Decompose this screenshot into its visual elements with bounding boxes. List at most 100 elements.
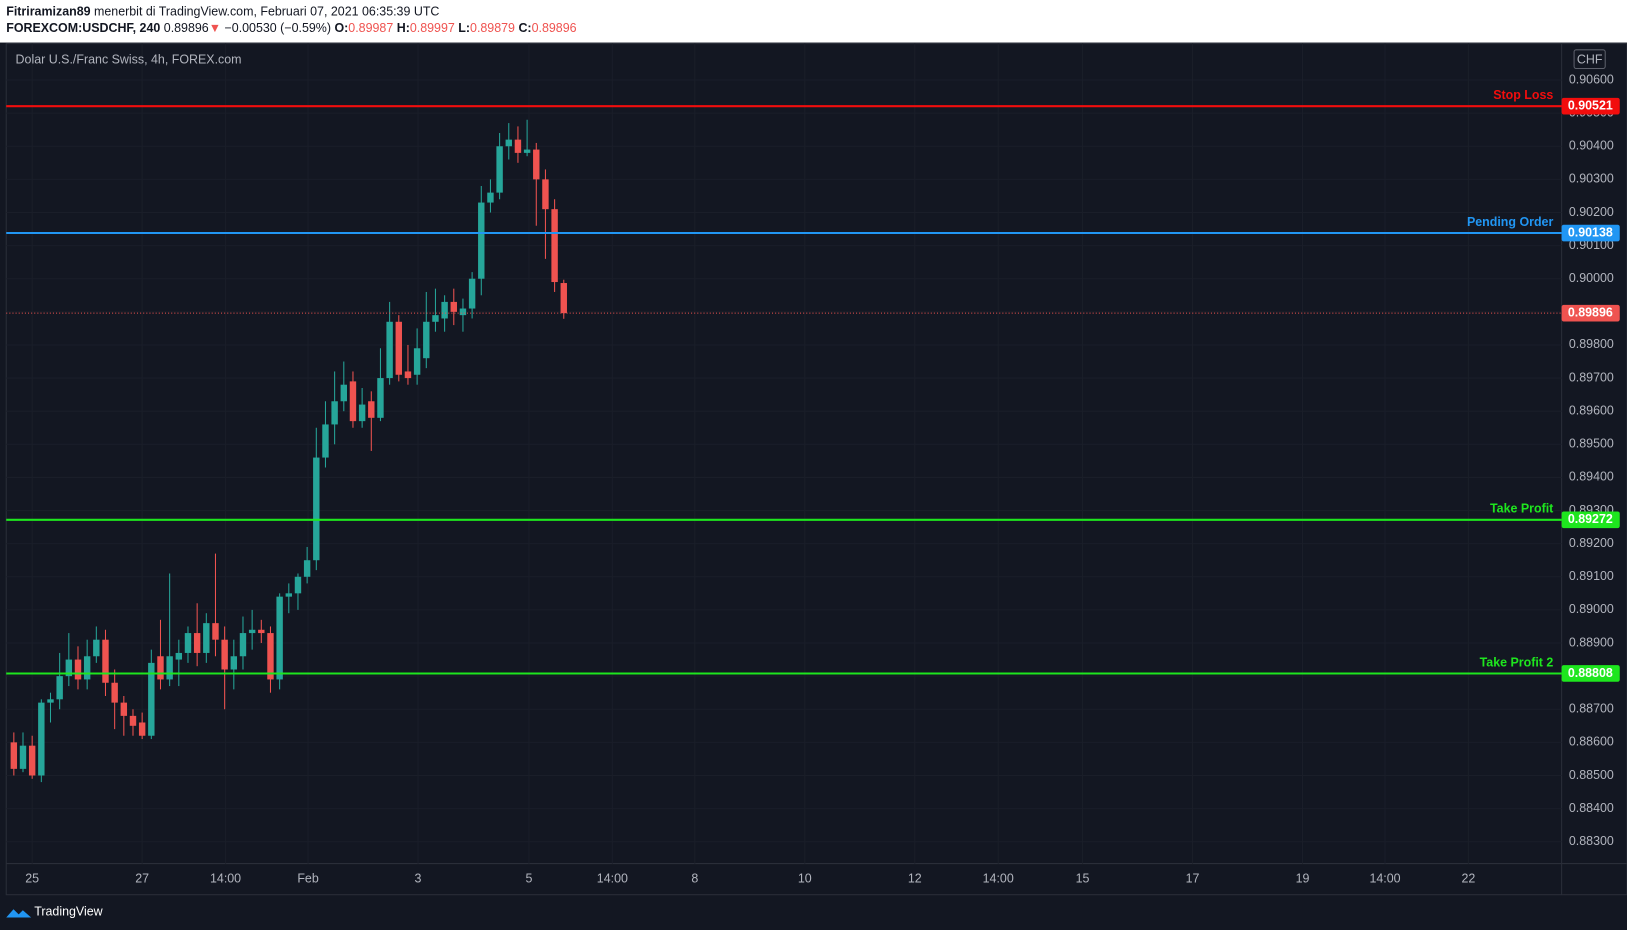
candle-body — [478, 202, 485, 279]
y-tick-label: 0.89600 — [1569, 403, 1614, 417]
candle-body — [111, 682, 118, 703]
y-tick-label: 0.89500 — [1569, 437, 1614, 451]
candle-body — [120, 702, 128, 716]
candle-body — [542, 179, 549, 210]
y-tick-label: 0.90100 — [1569, 238, 1614, 252]
last-price: 0.89896 — [164, 21, 209, 35]
candle-body — [523, 149, 531, 153]
candle-body — [423, 321, 430, 359]
candle-body — [285, 593, 293, 597]
publisher: Fitriramizan89 — [6, 5, 90, 19]
candle-body — [28, 745, 36, 776]
x-tick-label: 15 — [1076, 871, 1090, 885]
y-tick-label: 0.89800 — [1569, 337, 1614, 351]
candle-body — [230, 656, 238, 670]
x-tick-label: 5 — [525, 871, 532, 885]
ohlc-value: 0.89879 — [470, 21, 515, 35]
candle-body — [377, 378, 384, 418]
candle-body — [19, 745, 27, 769]
x-tick-label: 14:00 — [1369, 871, 1400, 885]
candle-body — [193, 633, 201, 653]
y-tick-label: 0.88300 — [1569, 834, 1614, 848]
candle-body — [441, 301, 448, 319]
x-tick-label: 27 — [135, 871, 149, 885]
y-tick-label: 0.89000 — [1569, 602, 1614, 616]
x-tick-label: 25 — [25, 871, 39, 885]
candle-body — [47, 699, 54, 703]
candle-body — [496, 146, 503, 193]
symbol-line: FOREXCOM:USDCHF, 240 0.89896▼ −0.00530 (… — [6, 21, 576, 35]
ohlc-label: O: — [334, 21, 348, 35]
candle-body — [129, 715, 137, 726]
candle-body — [349, 381, 357, 422]
candle-body — [38, 702, 45, 776]
candle-body — [358, 404, 366, 422]
last-price-label: 0.89896 — [1568, 305, 1613, 319]
down-arrow: ▼ — [209, 21, 221, 35]
currency: CHF — [1577, 52, 1603, 66]
x-tick-label: 14:00 — [210, 871, 241, 885]
candle-body — [148, 662, 155, 736]
x-tick-label: 10 — [798, 871, 812, 885]
candle-body — [294, 576, 302, 594]
candle-body — [514, 139, 522, 153]
level-box — [1561, 665, 1620, 682]
y-tick-label: 0.88600 — [1569, 735, 1614, 749]
y-tick-label: 0.90400 — [1569, 139, 1614, 153]
y-tick-label: 0.88500 — [1569, 768, 1614, 782]
level-value: 0.88808 — [1568, 666, 1613, 680]
ohlc-value: 0.89896 — [532, 21, 577, 35]
candle-body — [248, 629, 256, 634]
candle-body — [432, 315, 439, 322]
candle-body — [386, 321, 393, 379]
candle-body — [184, 633, 192, 653]
candle-body — [468, 278, 476, 309]
level-value: 0.89272 — [1568, 512, 1613, 526]
x-tick-label: 22 — [1461, 871, 1475, 885]
candle-body — [83, 656, 91, 680]
candle-body — [404, 371, 412, 379]
candle-body — [450, 301, 457, 312]
x-tick-label: 8 — [691, 871, 698, 885]
candle-body — [175, 652, 183, 660]
candle-body — [203, 623, 210, 653]
y-tick-label: 0.89400 — [1569, 470, 1614, 484]
candle-body — [313, 457, 320, 561]
candle-body — [65, 659, 73, 677]
y-tick-label: 0.89100 — [1569, 569, 1614, 583]
y-tick-label: 0.88700 — [1569, 702, 1614, 716]
candle-body — [239, 633, 247, 657]
x-tick-label: 3 — [415, 871, 422, 885]
candle-body — [368, 401, 375, 418]
level-value: 0.90521 — [1568, 98, 1613, 112]
candle-body — [340, 384, 348, 402]
x-tick-label: 14:00 — [983, 871, 1014, 885]
published: menerbit di TradingView.com, Februari 07… — [94, 5, 439, 19]
y-tick-label: 0.90300 — [1569, 172, 1614, 186]
x-tick-label: 19 — [1296, 871, 1310, 885]
candle-body — [56, 676, 63, 700]
level-name: Take Profit — [1490, 502, 1553, 516]
candle-body — [10, 742, 18, 769]
x-tick-label: 17 — [1186, 871, 1200, 885]
candle-body — [166, 656, 173, 680]
y-tick-label: 0.88900 — [1569, 635, 1614, 649]
candle-body — [221, 639, 228, 670]
ohlc-label: H: — [397, 21, 410, 35]
level-name: Stop Loss — [1493, 88, 1553, 102]
symbol: FOREXCOM:USDCHF, 240 — [6, 21, 160, 35]
plot: 0.88300 0.88400 0.88500 0.88600 0.88700 0.888… — [6, 43, 1620, 885]
candle-body — [138, 722, 146, 736]
publish-line: Fitriramizan89 menerbit di TradingView.c… — [6, 5, 439, 19]
candle-body — [395, 321, 402, 375]
candle-body — [267, 633, 274, 680]
level-box — [1561, 224, 1620, 242]
level-box — [1561, 97, 1620, 115]
last-price-box — [1561, 304, 1620, 322]
candle-body — [487, 192, 494, 203]
level-name: Pending Order — [1467, 215, 1554, 229]
level-value: 0.90138 — [1568, 225, 1613, 239]
x-tick-label: 14:00 — [597, 871, 628, 885]
